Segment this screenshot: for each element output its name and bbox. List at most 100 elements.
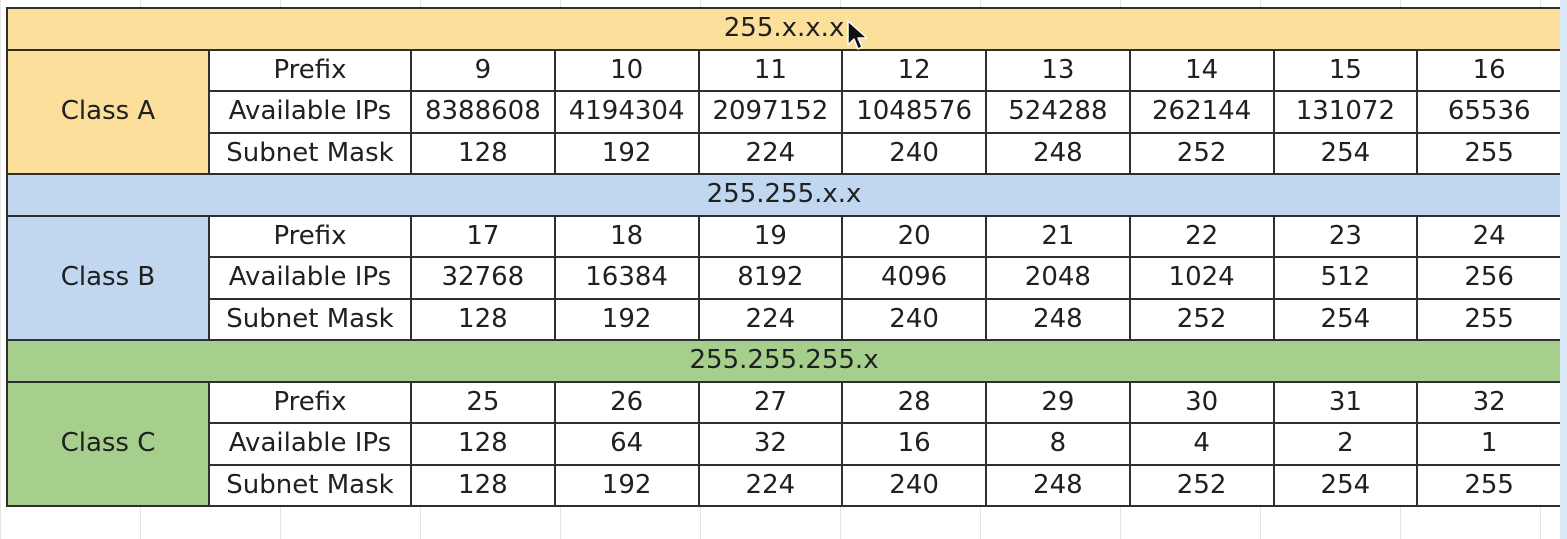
band-row-class-c: 255.255.255.x [5, 339, 1563, 383]
available-ips-cell[interactable]: 2 [1272, 422, 1419, 466]
available-ips-cell[interactable]: 32768 [410, 256, 556, 300]
prefix-cell[interactable]: 27 [697, 380, 844, 424]
available-ips-row-class-c: Available IPs 128 64 32 16 8 4 2 1 [7, 422, 1563, 466]
available-ips-cell[interactable]: 262144 [1128, 90, 1275, 134]
available-ips-cell[interactable]: 128 [410, 422, 556, 466]
available-ips-cell[interactable]: 524288 [985, 90, 1131, 134]
class-b-label[interactable]: Class B [6, 214, 210, 341]
subnet-mask-cell[interactable]: 128 [410, 297, 556, 341]
subnet-mask-row-class-a: Subnet Mask 128 192 224 240 248 252 254 … [7, 131, 1563, 175]
available-ips-cell[interactable]: 512 [1272, 256, 1419, 300]
class-a-label[interactable]: Class A [6, 48, 210, 175]
subnet-mask-cell[interactable]: 255 [1416, 297, 1563, 341]
prefix-cell[interactable]: 19 [697, 214, 844, 258]
subnet-mask-cell[interactable]: 255 [1416, 463, 1563, 507]
subnet-mask-cell[interactable]: 252 [1128, 131, 1275, 175]
mask-band-class-a[interactable]: 255.x.x.x [5, 7, 1563, 51]
class-c-label[interactable]: Class C [6, 380, 210, 507]
available-ips-cell[interactable]: 2097152 [697, 90, 844, 134]
available-ips-cell[interactable]: 256 [1416, 256, 1563, 300]
mouse-pointer-icon [847, 20, 868, 50]
subnet-mask-cell[interactable]: 224 [697, 131, 844, 175]
window-edge [1560, 0, 1567, 539]
subnet-mask-cell[interactable]: 128 [410, 463, 556, 507]
prefix-cell[interactable]: 20 [841, 214, 987, 258]
prefix-cell[interactable]: 9 [410, 48, 556, 92]
prefix-row-class-b: Class B Prefix 17 18 19 20 21 22 23 24 [6, 214, 1563, 341]
available-ips-cell[interactable]: 1024 [1128, 256, 1275, 300]
band-row-class-a: 255.x.x.x [5, 7, 1563, 51]
subnet-mask-cell[interactable]: 248 [985, 463, 1131, 507]
prefix-cell[interactable]: 26 [553, 380, 700, 424]
subnet-mask-label[interactable]: Subnet Mask [208, 131, 412, 175]
prefix-cell[interactable]: 12 [841, 48, 987, 92]
prefix-cell[interactable]: 31 [1272, 380, 1419, 424]
prefix-cell[interactable]: 21 [985, 214, 1131, 258]
subnet-mask-row-class-c: Subnet Mask 128 192 224 240 248 252 254 … [7, 463, 1563, 507]
available-ips-cell[interactable]: 1 [1416, 422, 1563, 466]
available-ips-cell[interactable]: 4096 [841, 256, 987, 300]
prefix-cell[interactable]: 11 [697, 48, 844, 92]
subnet-mask-cell[interactable]: 255 [1416, 131, 1563, 175]
available-ips-cell[interactable]: 2048 [985, 256, 1131, 300]
prefix-cell[interactable]: 23 [1272, 214, 1419, 258]
prefix-cell[interactable]: 22 [1128, 214, 1275, 258]
prefix-cell[interactable]: 13 [985, 48, 1131, 92]
subnet-mask-cell[interactable]: 248 [985, 297, 1131, 341]
available-ips-cell[interactable]: 65536 [1416, 90, 1563, 134]
available-ips-cell[interactable]: 8192 [697, 256, 844, 300]
subnet-mask-cell[interactable]: 240 [841, 463, 987, 507]
available-ips-cell[interactable]: 64 [553, 422, 700, 466]
subnet-mask-cell[interactable]: 192 [553, 297, 700, 341]
subnet-table: 255.x.x.x Class A Prefix 9 10 11 12 13 1… [5, 7, 1563, 507]
subnet-mask-cell[interactable]: 192 [553, 131, 700, 175]
subnet-mask-cell[interactable]: 254 [1272, 297, 1419, 341]
prefix-cell[interactable]: 28 [841, 380, 987, 424]
subnet-mask-cell[interactable]: 254 [1272, 463, 1419, 507]
available-ips-cell[interactable]: 16 [841, 422, 987, 466]
available-ips-label[interactable]: Available IPs [208, 256, 412, 300]
subnet-mask-cell[interactable]: 240 [841, 131, 987, 175]
mask-band-class-b[interactable]: 255.255.x.x [5, 173, 1563, 217]
subnet-mask-cell[interactable]: 252 [1128, 297, 1275, 341]
available-ips-cell[interactable]: 1048576 [841, 90, 987, 134]
prefix-label[interactable]: Prefix [208, 48, 412, 92]
available-ips-label[interactable]: Available IPs [208, 90, 412, 134]
prefix-cell[interactable]: 25 [410, 380, 556, 424]
subnet-mask-cell[interactable]: 224 [697, 297, 844, 341]
prefix-row-class-c: Class C Prefix 25 26 27 28 29 30 31 32 [6, 380, 1563, 507]
prefix-cell[interactable]: 24 [1416, 214, 1563, 258]
subnet-mask-cell[interactable]: 224 [697, 463, 844, 507]
available-ips-cell[interactable]: 8 [985, 422, 1131, 466]
prefix-row-class-a: Class A Prefix 9 10 11 12 13 14 15 16 [6, 48, 1563, 175]
available-ips-cell[interactable]: 4 [1128, 422, 1275, 466]
available-ips-cell[interactable]: 4194304 [553, 90, 700, 134]
available-ips-cell[interactable]: 131072 [1272, 90, 1419, 134]
subnet-mask-cell[interactable]: 128 [410, 131, 556, 175]
available-ips-cell[interactable]: 8388608 [410, 90, 556, 134]
subnet-mask-cell[interactable]: 240 [841, 297, 987, 341]
prefix-cell[interactable]: 30 [1128, 380, 1275, 424]
subnet-mask-label[interactable]: Subnet Mask [208, 297, 412, 341]
mask-band-class-c[interactable]: 255.255.255.x [5, 339, 1563, 383]
subnet-mask-cell[interactable]: 254 [1272, 131, 1419, 175]
prefix-label[interactable]: Prefix [208, 214, 412, 258]
available-ips-cell[interactable]: 32 [697, 422, 844, 466]
prefix-cell[interactable]: 18 [553, 214, 700, 258]
subnet-mask-label[interactable]: Subnet Mask [208, 463, 412, 507]
available-ips-cell[interactable]: 16384 [553, 256, 700, 300]
prefix-cell[interactable]: 32 [1416, 380, 1563, 424]
subnet-mask-row-class-b: Subnet Mask 128 192 224 240 248 252 254 … [7, 297, 1563, 341]
subnet-mask-cell[interactable]: 252 [1128, 463, 1275, 507]
available-ips-row-class-a: Available IPs 8388608 4194304 2097152 10… [7, 90, 1563, 134]
prefix-cell[interactable]: 17 [410, 214, 556, 258]
subnet-mask-cell[interactable]: 248 [985, 131, 1131, 175]
prefix-cell[interactable]: 10 [553, 48, 700, 92]
prefix-cell[interactable]: 14 [1128, 48, 1275, 92]
prefix-cell[interactable]: 15 [1272, 48, 1419, 92]
prefix-cell[interactable]: 16 [1416, 48, 1563, 92]
prefix-cell[interactable]: 29 [985, 380, 1131, 424]
prefix-label[interactable]: Prefix [208, 380, 412, 424]
subnet-mask-cell[interactable]: 192 [553, 463, 700, 507]
available-ips-label[interactable]: Available IPs [208, 422, 412, 466]
